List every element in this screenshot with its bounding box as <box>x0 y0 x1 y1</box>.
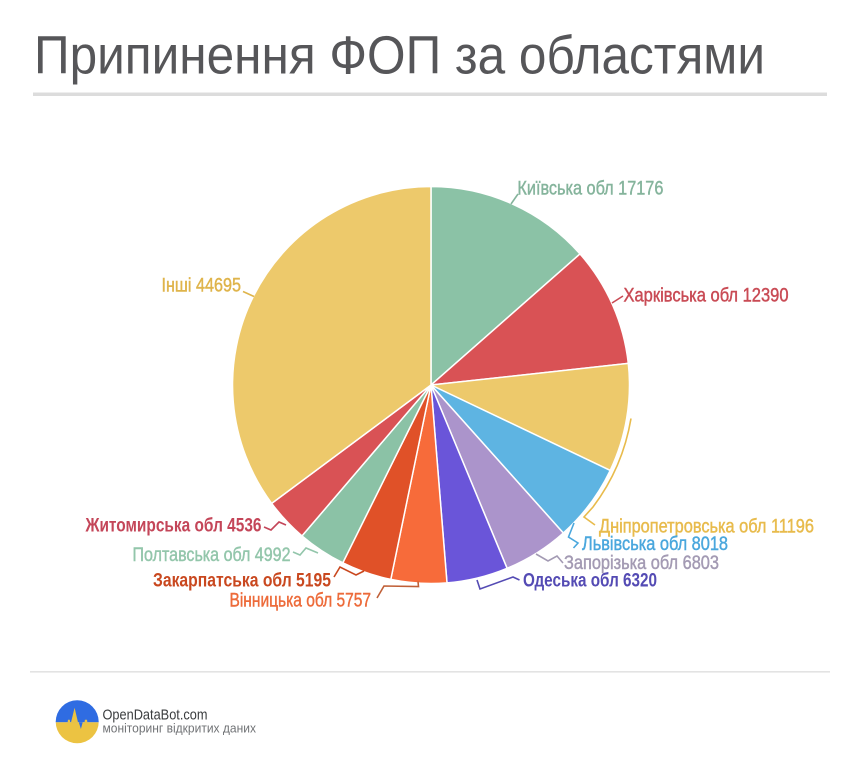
svg-text:Запорізька обл 6803: Запорізька обл 6803 <box>564 553 719 574</box>
svg-text:Вінницька обл 5757: Вінницька обл 5757 <box>230 591 372 612</box>
svg-text:OpenDataBot.com: OpenDataBot.com <box>103 708 208 724</box>
svg-text:Одеська обл 6320: Одеська обл 6320 <box>523 571 657 592</box>
svg-text:Харківська обл 12390: Харківська обл 12390 <box>624 286 789 307</box>
svg-text:Дніпропетровська обл 11196: Дніпропетровська обл 11196 <box>599 516 814 537</box>
svg-text:Полтавська обл 4992: Полтавська обл 4992 <box>133 545 291 566</box>
svg-text:Житомирська обл 4536: Житомирська обл 4536 <box>85 516 262 537</box>
svg-text:Київська обл 17176: Київська обл 17176 <box>517 179 663 200</box>
svg-text:Припинення ФОП за областями: Припинення ФОП за областями <box>34 26 765 86</box>
svg-text:моніторинг відкритих даних: моніторинг відкритих даних <box>103 721 257 736</box>
svg-text:Закарпатська обл 5195: Закарпатська обл 5195 <box>153 571 331 592</box>
svg-text:Інші 44695: Інші 44695 <box>162 276 242 297</box>
svg-text:Львівська обл 8018: Львівська обл 8018 <box>582 534 728 555</box>
